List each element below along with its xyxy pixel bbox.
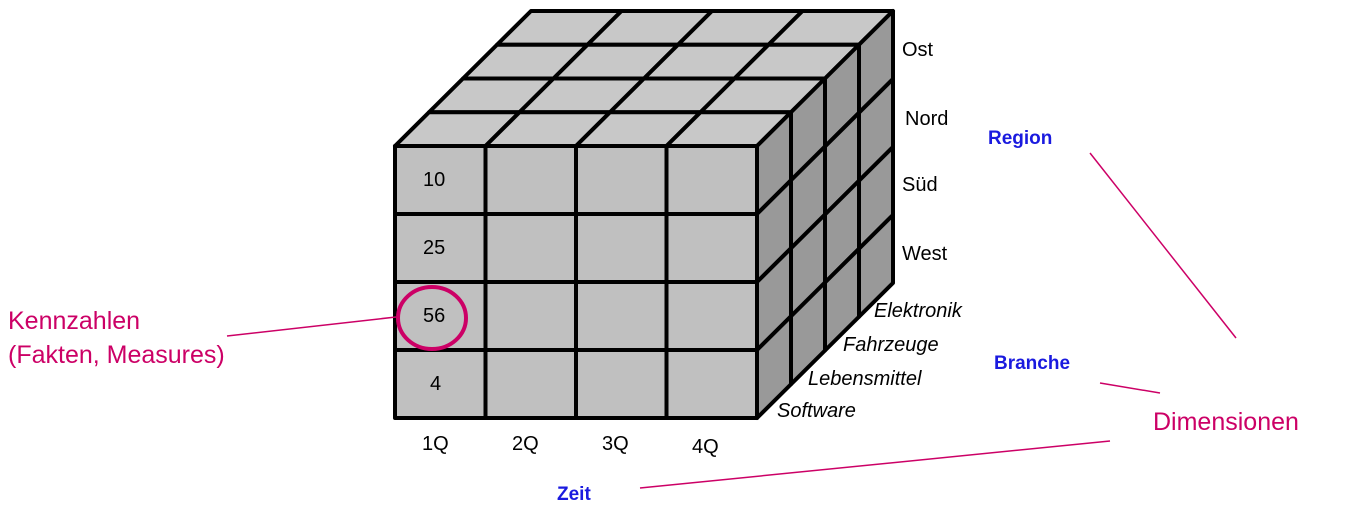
cube-front-cell: [483, 348, 578, 420]
measures-connector-line: [226, 316, 397, 337]
dimension-region-label: Region: [988, 128, 1053, 149]
dimension-branche-label: Branche: [994, 353, 1071, 374]
region-label-ost: Ost: [902, 39, 934, 61]
cell-value-2: 25: [423, 237, 446, 259]
cell-value-3: 56: [423, 305, 446, 327]
quarter-label-3: 3Q: [602, 433, 629, 455]
region-label-sued: Süd: [902, 174, 938, 196]
measures-label-line1: Kennzahlen: [8, 307, 141, 335]
cube-front-cell: [664, 212, 759, 284]
branch-label-elektronik: Elektronik: [874, 300, 962, 322]
cube-front-cell: [664, 280, 759, 352]
zeit-connector-line: [639, 440, 1111, 489]
highlight-ring: [396, 285, 468, 351]
quarter-label-1: 1Q: [422, 433, 449, 455]
cell-value-1: 10: [423, 169, 446, 191]
region-label-nord: Nord: [905, 108, 949, 130]
branche-connector-line: [1099, 382, 1161, 394]
branch-label-software: Software: [777, 400, 856, 422]
quarter-label-2: 2Q: [512, 433, 539, 455]
branch-label-fahrzeuge: Fahrzeuge: [843, 334, 939, 356]
cube-front-cell: [664, 144, 759, 216]
quarter-label-4: 4Q: [692, 436, 719, 458]
cube-front-cell: [574, 212, 669, 284]
measures-label-line2: (Fakten, Measures): [8, 341, 225, 369]
branch-label-lebensmittel: Lebensmittel: [808, 368, 922, 390]
cube-front-cell: [574, 348, 669, 420]
region-label-west: West: [902, 243, 948, 265]
dimensions-title: Dimensionen: [1153, 408, 1299, 436]
dimension-zeit-label: Zeit: [557, 484, 591, 505]
cube-front-cell: [483, 280, 578, 352]
cube-front-cell: [664, 348, 759, 420]
cube-front-cell: [574, 144, 669, 216]
cube-front-cell: [483, 144, 578, 216]
cube-front-cell: [483, 212, 578, 284]
cube-front-cell: [574, 280, 669, 352]
cell-value-4: 4: [430, 373, 442, 395]
region-connector-line: [1089, 152, 1237, 339]
